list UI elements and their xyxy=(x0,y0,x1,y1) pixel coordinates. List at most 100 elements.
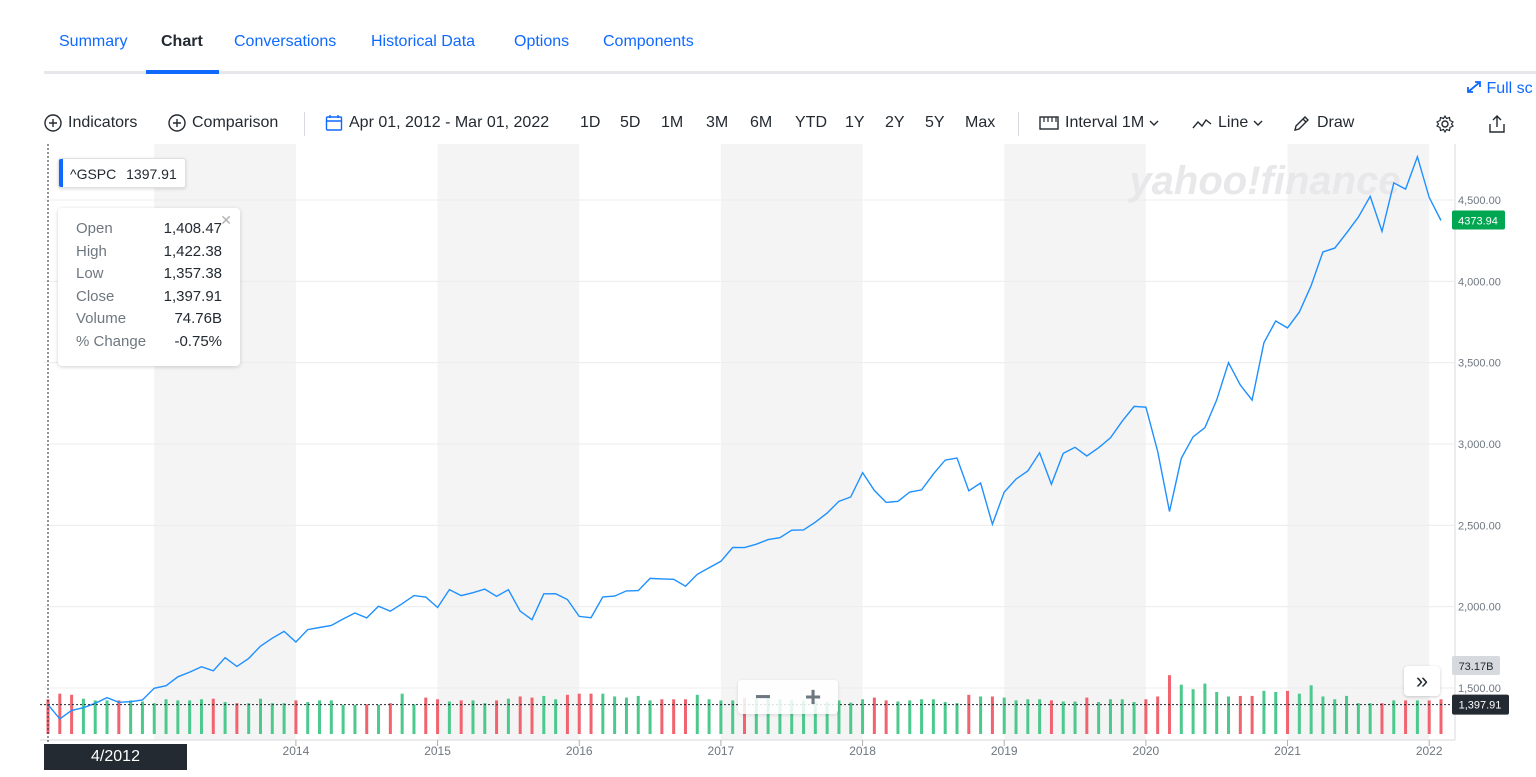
volume-bar xyxy=(412,704,416,734)
expand-icon xyxy=(1467,81,1481,93)
date-range-button[interactable]: Apr 01, 2012 - Mar 01, 2022 xyxy=(325,114,549,132)
zoom-controls: − + xyxy=(738,680,838,714)
tab-options[interactable]: Options xyxy=(514,33,570,50)
y-tick-label: 4,500.00 xyxy=(1458,195,1501,207)
share-button[interactable] xyxy=(1488,114,1512,134)
volume-bar xyxy=(1215,692,1219,734)
interval-value: 1M xyxy=(1121,114,1145,131)
volume-bar xyxy=(1286,690,1290,734)
range-5y[interactable]: 5Y xyxy=(925,114,945,131)
range-5d[interactable]: 5D xyxy=(620,114,641,131)
volume-bar xyxy=(872,697,876,734)
settings-button[interactable] xyxy=(1435,114,1461,134)
volume-bar xyxy=(341,704,345,734)
tab-conversations[interactable]: Conversations xyxy=(234,33,337,50)
ohlc-value: 1,422.38 xyxy=(163,242,222,260)
fullscreen-button[interactable]: Full sc xyxy=(1466,80,1533,98)
price-series-line xyxy=(47,154,1442,720)
x-tick-label: 2020 xyxy=(1133,744,1160,758)
tab-chart[interactable]: Chart xyxy=(161,33,203,50)
range-6m[interactable]: 6M xyxy=(750,114,773,131)
volume-bar xyxy=(495,700,499,734)
volume-bar xyxy=(1049,700,1053,734)
volume-bar xyxy=(1191,689,1195,734)
ohlc-row: Open 1,408.47 xyxy=(76,220,222,243)
comparison-button[interactable]: Comparison xyxy=(168,114,278,132)
zoom-in-button[interactable]: + xyxy=(804,681,822,712)
y-tick-label: 3,000.00 xyxy=(1458,439,1501,451)
yahoo-finance-watermark: yahoo!finance xyxy=(1127,159,1400,203)
chart-type-dropdown[interactable]: Line xyxy=(1192,114,1270,132)
volume-bar xyxy=(695,694,699,734)
range-max[interactable]: Max xyxy=(965,114,996,131)
symbol-badge[interactable]: ^GSPC 1397.91 xyxy=(58,158,186,188)
volume-bar xyxy=(577,693,581,734)
crosshair-price-badge xyxy=(1452,694,1509,715)
zoom-out-button[interactable]: − xyxy=(754,681,772,712)
volume-bar xyxy=(1321,696,1325,734)
ohlc-label: High xyxy=(76,242,107,260)
volume-bar xyxy=(802,700,806,734)
close-icon[interactable]: ✕ xyxy=(220,212,232,228)
volume-bar xyxy=(743,697,746,734)
volume-bar xyxy=(636,695,640,734)
volume-bar xyxy=(884,700,888,734)
volume-bar xyxy=(754,698,758,734)
volume-bar xyxy=(353,704,357,734)
volume-bar xyxy=(683,699,687,734)
volume-bar xyxy=(1085,697,1089,734)
volume-bar xyxy=(199,699,203,734)
indicators-button[interactable]: Indicators xyxy=(44,114,137,132)
x-tick-label: 2014 xyxy=(283,744,310,758)
volume-bar xyxy=(400,693,404,734)
volume-bar xyxy=(790,700,794,734)
indicators-label: Indicators xyxy=(68,114,138,131)
range-ytd[interactable]: YTD xyxy=(795,114,827,131)
tab-components[interactable]: Components xyxy=(603,33,694,50)
range-3m[interactable]: 3M xyxy=(706,114,729,131)
volume-bar xyxy=(554,699,558,734)
volume-bar xyxy=(223,702,227,734)
volume-bar xyxy=(542,695,546,734)
toolbar-divider xyxy=(304,112,305,136)
range-1y[interactable]: 1Y xyxy=(845,114,865,131)
chevron-down-icon xyxy=(1253,120,1263,126)
volume-bar xyxy=(129,700,133,734)
volume-bar xyxy=(471,700,475,734)
pencil-icon xyxy=(1294,116,1309,131)
volume-bar xyxy=(707,699,711,734)
tab-historical-data[interactable]: Historical Data xyxy=(371,33,476,50)
price-chart[interactable]: yahoo!finance 1,500.00 2,000.00 2,500.00 3,… xyxy=(0,144,1536,772)
share-icon xyxy=(1489,115,1505,133)
range-1m[interactable]: 1M xyxy=(661,114,684,131)
volume-bar xyxy=(719,700,723,734)
scroll-to-latest-button[interactable]: » xyxy=(1404,666,1440,696)
gear-icon xyxy=(1436,114,1454,134)
volume-bar xyxy=(140,701,144,734)
draw-button[interactable]: Draw xyxy=(1293,114,1354,132)
tab-summary[interactable]: Summary xyxy=(59,33,128,50)
volume-bar xyxy=(459,700,463,734)
y-tick-label: 2,500.00 xyxy=(1458,520,1501,532)
volume-bar xyxy=(81,698,85,734)
volume-bar xyxy=(813,701,817,734)
toolbar-divider xyxy=(1018,112,1019,136)
volume-bar xyxy=(306,702,310,734)
volume-bar xyxy=(1014,700,1018,734)
volume-bar xyxy=(943,702,947,734)
volume-bar xyxy=(624,697,628,734)
range-1d[interactable]: 1D xyxy=(580,114,601,131)
interval-dropdown[interactable]: Interval 1M xyxy=(1039,114,1166,132)
ohlc-value: 74.76B xyxy=(174,310,222,327)
range-2y[interactable]: 2Y xyxy=(885,114,905,131)
comparison-label: Comparison xyxy=(192,114,279,131)
volume-bar xyxy=(70,694,74,734)
year-band xyxy=(1004,144,1146,740)
volume-bar xyxy=(1179,684,1183,734)
volume-bar xyxy=(731,700,735,734)
x-tick-label: 2019 xyxy=(991,744,1018,758)
volume-bar xyxy=(365,704,369,734)
y-tick-label: 3,500.00 xyxy=(1458,358,1501,370)
volume-bar xyxy=(105,700,109,734)
volume-bar xyxy=(672,699,676,734)
